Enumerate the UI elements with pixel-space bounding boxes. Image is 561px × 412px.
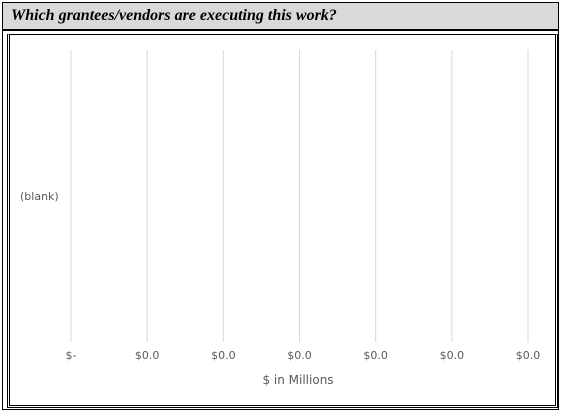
x-tick-label: $0.0 (211, 349, 236, 362)
x-tick-label: $0.0 (516, 349, 541, 362)
x-tick-label: $0.0 (363, 349, 388, 362)
x-tick-labels: $- $0.0 $0.0 $0.0 $0.0 $0.0 $0.0 (66, 349, 541, 362)
category-labels: (blank) (20, 190, 59, 203)
gridlines (70, 50, 529, 342)
title-bar: Which grantees/vendors are executing thi… (2, 2, 559, 30)
chart-outer-border (2, 30, 559, 410)
x-tick-label: $0.0 (287, 349, 312, 362)
x-tick-label: $- (66, 349, 77, 362)
chart-inner-border (7, 34, 558, 408)
category-label: (blank) (20, 190, 59, 203)
x-axis-label: $ in Millions (262, 373, 333, 387)
chart-title: Which grantees/vendors are executing thi… (11, 7, 337, 24)
x-tick-label: $0.0 (135, 349, 160, 362)
x-tick-label: $0.0 (440, 349, 465, 362)
